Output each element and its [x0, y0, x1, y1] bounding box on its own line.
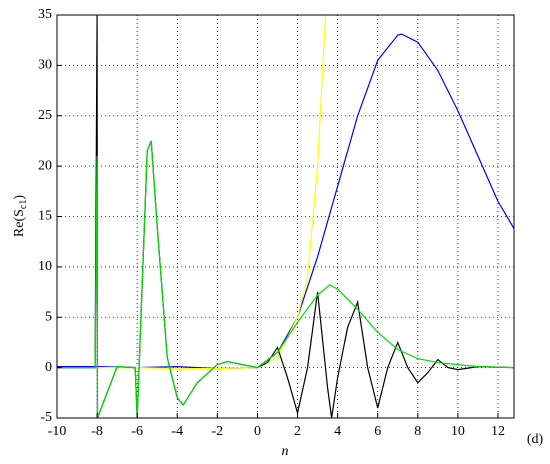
y-tick-label: 30: [38, 58, 52, 73]
data-line: [57, 33, 514, 370]
x-tick-label: 4: [334, 424, 341, 439]
panel-annotation: (d): [527, 432, 544, 447]
y-tick-label: 15: [38, 209, 52, 224]
x-tick-label: -8: [91, 424, 103, 439]
y-label-main: Re(S: [12, 209, 27, 237]
y-tick-label: 0: [45, 360, 52, 375]
y-tick-label: 35: [38, 7, 52, 22]
y-axis-label: Re(Sc1): [12, 195, 29, 237]
x-tick-label: -6: [131, 424, 143, 439]
x-tick-label: 6: [374, 424, 381, 439]
y-label-sub: c1: [18, 200, 29, 209]
x-tick-label: 8: [414, 424, 421, 439]
x-tick-label: 12: [491, 424, 505, 439]
y-label-end: ): [12, 195, 27, 200]
x-tick-label: 2: [294, 424, 301, 439]
y-tick-label: 10: [38, 259, 52, 274]
x-tick-label: -2: [212, 424, 224, 439]
y-tick-label: -5: [40, 410, 52, 425]
x-axis-label: n: [282, 444, 289, 459]
y-tick-label: 20: [38, 158, 52, 173]
y-tick-label: 25: [38, 108, 52, 123]
x-tick-label: -4: [171, 424, 183, 439]
grid: [56, 14, 514, 419]
y-tick-label: 5: [45, 309, 52, 324]
x-tick-label: 0: [254, 424, 261, 439]
data-line: [57, 140, 514, 418]
x-tick-label: 10: [451, 424, 465, 439]
x-tick-label: -10: [48, 424, 67, 439]
plot-area: [57, 15, 514, 418]
